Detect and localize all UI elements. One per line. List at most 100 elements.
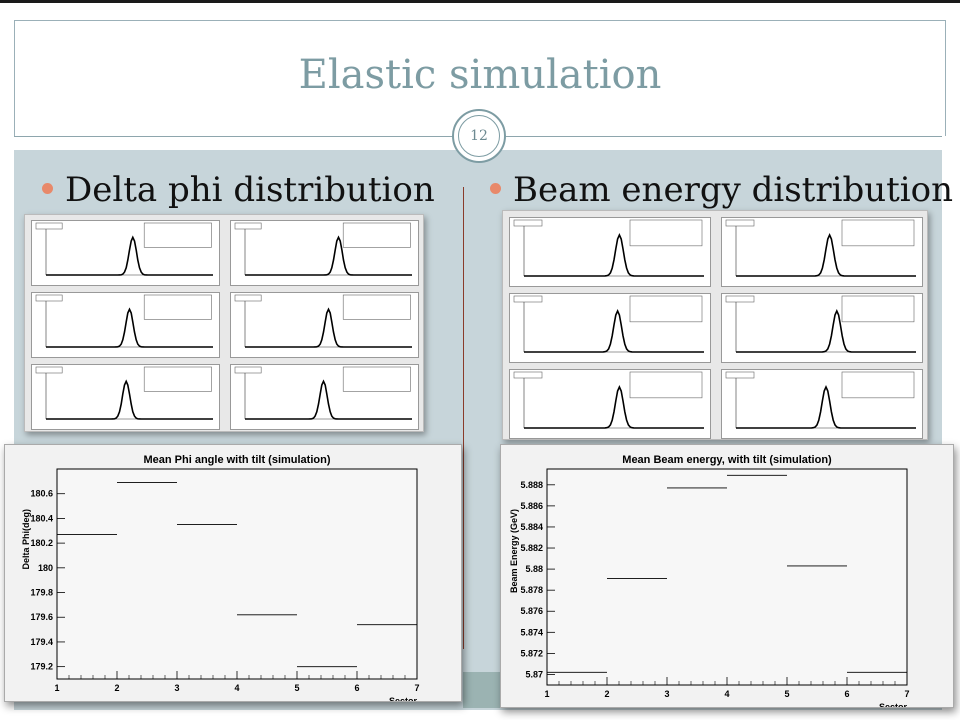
y-axis-label: Beam Energy (GeV) (509, 509, 519, 593)
x-tick-label: 2 (604, 689, 609, 699)
right-bullet: Beam energy distribution (490, 170, 953, 210)
histogram-thumbnail-svg (234, 366, 412, 420)
stats-box (841, 295, 915, 323)
page-number: 12 (458, 115, 500, 157)
y-tick-label: 5.878 (520, 585, 543, 595)
x-tick-label: 2 (114, 683, 119, 693)
y-tick-label: 5.888 (520, 480, 543, 490)
histogram-thumbnail-svg (513, 295, 704, 353)
top-border (0, 0, 960, 3)
mean-phi-chart-svg: Mean Phi angle with tilt (simulation) 1 2 3… (21, 454, 420, 701)
slide-title: Elastic simulation (298, 52, 662, 98)
mean-phi-chart: Mean Phi angle with tilt (simulation) 1 2 3… (4, 444, 462, 702)
histogram-label-box (35, 222, 63, 230)
histogram-label-box (513, 371, 543, 379)
y-tick-label: 5.874 (520, 627, 543, 637)
histogram-thumbnail (31, 220, 220, 286)
histogram-thumbnail-svg (234, 294, 412, 348)
histogram-thumbnail (31, 364, 220, 430)
histogram-peak-curve (46, 235, 213, 276)
x-tick-label: 1 (54, 683, 59, 693)
y-tick-label: 5.876 (520, 606, 543, 616)
histogram-label-box (35, 366, 63, 374)
histogram-label-box (513, 219, 543, 227)
x-tick-label: 7 (904, 689, 909, 699)
bullet-dot-icon (42, 182, 53, 194)
histogram-thumbnail (509, 293, 711, 363)
histogram-peak-curve (524, 309, 704, 353)
histogram-thumbnail-svg (234, 222, 412, 276)
stats-box (342, 366, 411, 392)
y-tick-label: 179.4 (30, 637, 53, 647)
histogram-label-box (35, 294, 63, 302)
y-tick-label: 180.6 (30, 489, 53, 499)
histogram-label-box (234, 222, 262, 230)
plot-frame (546, 468, 908, 686)
histogram-thumbnail-svg (725, 295, 916, 353)
plot-frame (56, 468, 418, 680)
x-tick-label: 5 (294, 683, 299, 693)
y-tick-label: 180.4 (30, 513, 53, 523)
x-tick-label: 4 (724, 689, 729, 699)
histogram-thumbnail-svg (513, 219, 704, 277)
histogram-label-box (234, 294, 262, 302)
histogram-thumbnail-svg (35, 222, 213, 276)
y-tick-label: 5.87 (525, 669, 543, 679)
histogram-thumbnail (230, 364, 419, 430)
y-tick-label: 179.6 (30, 612, 53, 622)
delta-phi-histogram-grid (24, 214, 424, 432)
y-tick-label: 5.88 (525, 564, 543, 574)
stats-box (629, 371, 703, 399)
histogram-peak-curve (524, 385, 704, 429)
y-tick-label: 5.886 (520, 501, 543, 511)
x-tick-label: 4 (234, 683, 239, 693)
histogram-peak-curve (46, 379, 213, 420)
y-tick-label: 5.872 (520, 648, 543, 658)
histogram-thumbnail-svg (35, 366, 213, 420)
x-tick-label: 1 (544, 689, 549, 699)
histogram-thumbnail (31, 292, 220, 358)
x-tick-label: 6 (844, 689, 849, 699)
histogram-label-box (725, 371, 755, 379)
histogram-peak-curve (245, 307, 412, 348)
y-tick-label: 180 (38, 563, 53, 573)
x-tick-label: 3 (664, 689, 669, 699)
histogram-thumbnail-svg (725, 371, 916, 429)
decor-strip (463, 672, 505, 708)
histogram-thumbnail (230, 220, 419, 286)
left-heading: Delta phi distribution (65, 170, 435, 210)
x-tick-label: 3 (174, 683, 179, 693)
histogram-label-box (725, 295, 755, 303)
stats-box (143, 366, 212, 392)
stats-box (342, 222, 411, 248)
histogram-thumbnail (509, 217, 711, 287)
y-tick-label: 179.2 (30, 662, 53, 672)
stats-box (629, 295, 703, 323)
histogram-peak-curve (736, 233, 916, 277)
x-axis-label: Sector (389, 696, 418, 701)
bullet-dot-icon (490, 182, 501, 194)
histogram-label-box (513, 295, 543, 303)
histogram-thumbnail (721, 369, 923, 439)
y-tick-label: 5.882 (520, 543, 543, 553)
histogram-thumbnail (509, 369, 711, 439)
stats-box (143, 294, 212, 320)
chart-title: Mean Beam energy, with tilt (simulation) (622, 454, 832, 466)
title-rule-left (14, 136, 454, 137)
histogram-peak-curve (736, 309, 916, 353)
y-axis-label: Delta Phi(deg) (21, 509, 31, 570)
page-number-badge: 12 (452, 109, 506, 163)
right-heading: Beam energy distribution (513, 170, 954, 210)
x-tick-label: 5 (784, 689, 789, 699)
chart-title: Mean Phi angle with tilt (simulation) (143, 454, 330, 466)
histogram-peak-curve (46, 307, 213, 348)
histogram-thumbnail-svg (513, 371, 704, 429)
y-tick-label: 180.2 (30, 538, 53, 548)
histogram-label-box (725, 219, 755, 227)
mean-beam-energy-chart-svg: Mean Beam energy, with tilt (simulation)… (509, 454, 910, 707)
histogram-peak-curve (245, 235, 412, 276)
stats-box (342, 294, 411, 320)
histogram-thumbnail (721, 217, 923, 287)
beam-energy-histogram-grid (502, 210, 928, 440)
